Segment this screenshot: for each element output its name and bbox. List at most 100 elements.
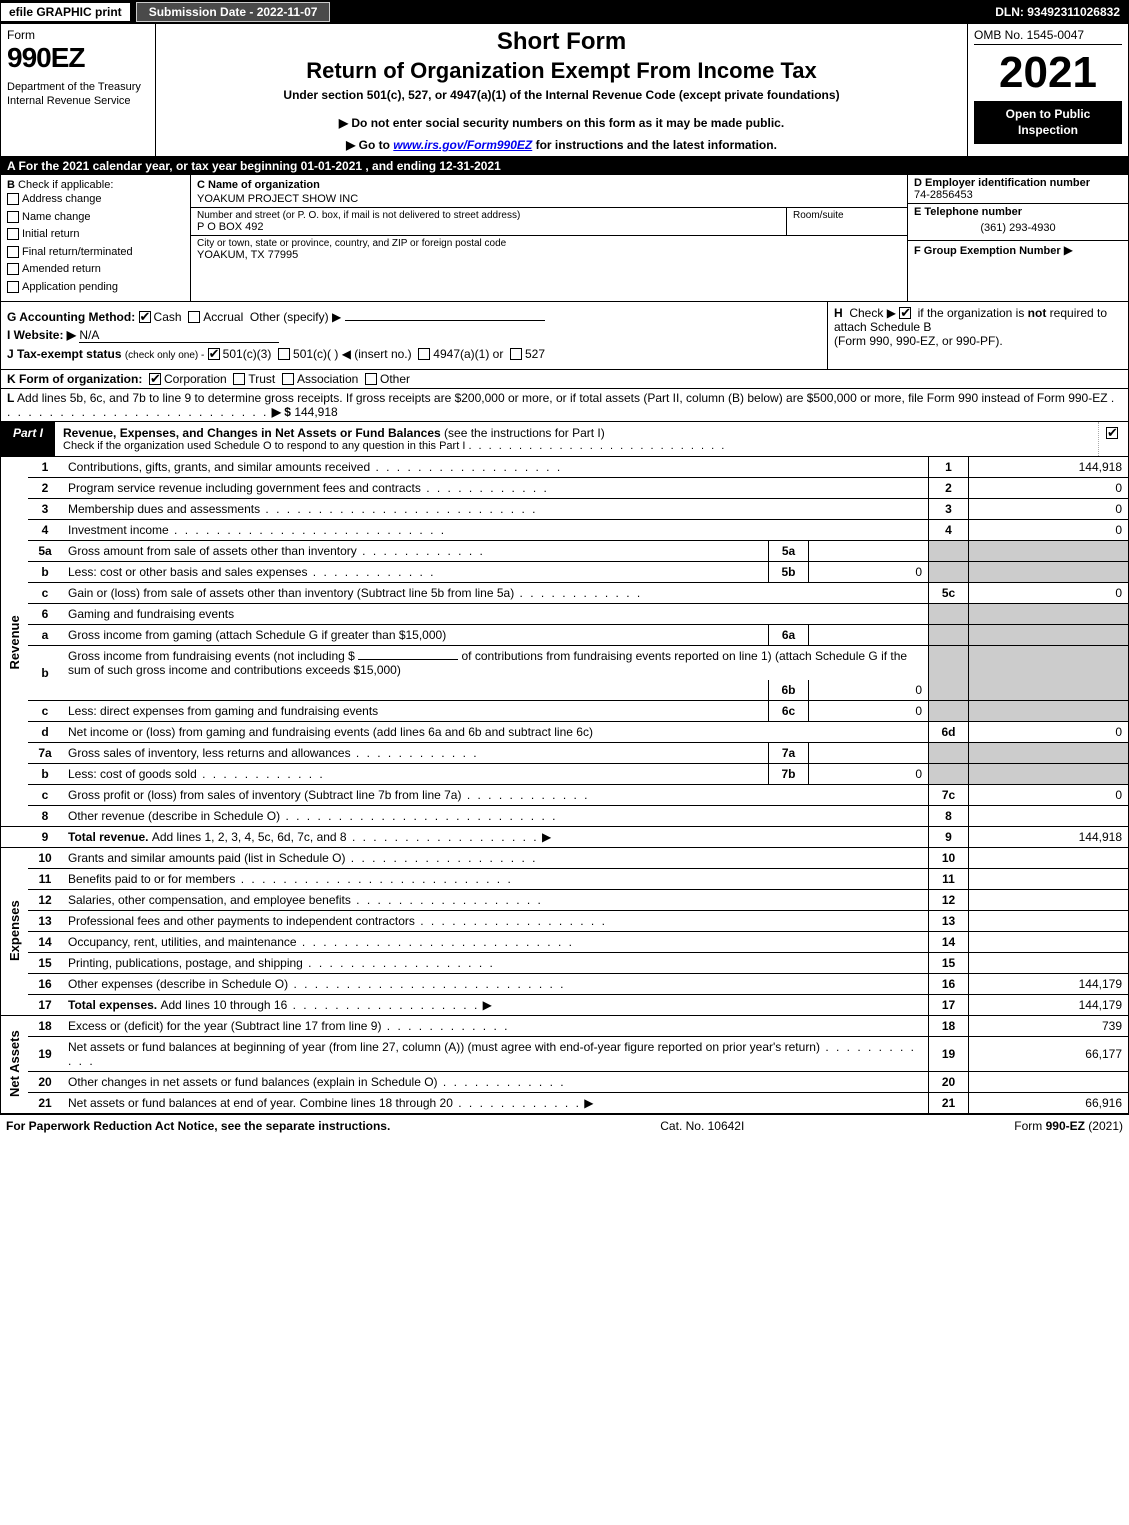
label-b: B	[7, 179, 15, 191]
checkbox-amended-return[interactable]: Amended return	[7, 261, 184, 279]
l-text: Add lines 5b, 6c, and 7b to line 9 to de…	[17, 391, 1108, 405]
expenses-side-label: Expenses	[1, 847, 29, 1015]
checkbox-schedule-b[interactable]	[899, 307, 911, 319]
checkbox-association[interactable]	[282, 373, 294, 385]
line-21-col: 21	[929, 1092, 969, 1113]
city-row: City or town, state or province, country…	[191, 236, 907, 263]
line-7a-col-shade	[929, 742, 969, 763]
checkbox-accrual[interactable]	[188, 311, 200, 323]
j-small: (check only one) -	[125, 350, 204, 361]
line-5b-row: b Less: cost or other basis and sales ex…	[1, 561, 1129, 582]
checkbox-trust[interactable]	[233, 373, 245, 385]
line-14-col: 14	[929, 931, 969, 952]
checkbox-corporation[interactable]	[149, 373, 161, 385]
part-1-tab: Part I	[1, 422, 55, 456]
line-10-row: Expenses 10 Grants and similar amounts p…	[1, 847, 1129, 868]
line-7c-desc: Gross profit or (loss) from sales of inv…	[62, 784, 929, 805]
checkbox-application-pending[interactable]: Application pending	[7, 279, 184, 297]
l-label: L	[7, 391, 14, 405]
checkbox-527[interactable]	[510, 348, 522, 360]
opt-4947: 4947(a)(1) or	[433, 347, 503, 361]
h-label: H	[834, 306, 843, 320]
main-title: Return of Organization Exempt From Incom…	[166, 58, 957, 84]
line-2-num: 2	[28, 477, 62, 498]
line-21-num: 21	[28, 1092, 62, 1113]
checkbox-other-org[interactable]	[365, 373, 377, 385]
line-2-amt: 0	[969, 477, 1129, 498]
line-11-amt	[969, 868, 1129, 889]
opt-trust: Trust	[248, 372, 275, 386]
line-3-num: 3	[28, 498, 62, 519]
line-2-desc: Program service revenue including govern…	[62, 477, 929, 498]
paperwork-notice: For Paperwork Reduction Act Notice, see …	[6, 1119, 390, 1133]
line-12-desc: Salaries, other compensation, and employ…	[62, 889, 929, 910]
line-6d-amt: 0	[969, 721, 1129, 742]
part-1-sub-text: Check if the organization used Schedule …	[63, 440, 465, 452]
line-18-row: Net Assets 18 Excess or (deficit) for th…	[1, 1015, 1129, 1036]
checkbox-name-change[interactable]: Name change	[7, 209, 184, 227]
line-5b-amt-shade	[969, 561, 1129, 582]
goto-instructions: ▶ Go to www.irs.gov/Form990EZ for instru…	[166, 138, 957, 152]
line-19-num: 19	[28, 1036, 62, 1071]
line-5c-amt: 0	[969, 582, 1129, 603]
part-1-checkbox[interactable]	[1098, 422, 1128, 456]
checkbox-501c[interactable]	[278, 348, 290, 360]
section-h: H Check ▶ if the organization is not req…	[828, 302, 1128, 369]
line-20-row: 20 Other changes in net assets or fund b…	[1, 1071, 1129, 1092]
line-15-col: 15	[929, 952, 969, 973]
group-exemption-label: F Group Exemption Number	[914, 245, 1061, 257]
checkbox-cash[interactable]	[139, 311, 151, 323]
line-1-amt: 144,918	[969, 457, 1129, 478]
row-a-tax-year: A For the 2021 calendar year, or tax yea…	[0, 157, 1129, 175]
ein-value: 74-2856453	[914, 189, 1122, 201]
h-text4: (Form 990, 990-EZ, or 990-PF).	[834, 334, 1003, 348]
line-6b-desc1: Gross income from fundraising events (no…	[62, 645, 929, 680]
line-13-row: 13 Professional fees and other payments …	[1, 910, 1129, 931]
part-1-header: Part I Revenue, Expenses, and Changes in…	[0, 422, 1129, 457]
section-i: I Website: ▶ N/A	[7, 328, 821, 343]
l-value: 144,918	[294, 405, 337, 419]
line-14-desc: Occupancy, rent, utilities, and maintena…	[62, 931, 929, 952]
line-7b-mval: 0	[809, 763, 929, 784]
h-not: not	[1028, 306, 1047, 320]
line-13-col: 13	[929, 910, 969, 931]
line-20-num: 20	[28, 1071, 62, 1092]
opt-name: Name change	[22, 211, 91, 223]
opt-527: 527	[525, 347, 545, 361]
line-11-col: 11	[929, 868, 969, 889]
opt-address: Address change	[22, 193, 102, 205]
part-1-table: Revenue 1 Contributions, gifts, grants, …	[0, 457, 1129, 1114]
line-19-row: 19 Net assets or fund balances at beginn…	[1, 1036, 1129, 1071]
label-c: C	[197, 179, 205, 191]
line-5a-desc: Gross amount from sale of assets other t…	[62, 540, 769, 561]
checkbox-4947[interactable]	[418, 348, 430, 360]
line-7b-amt-shade	[969, 763, 1129, 784]
line-6a-desc: Gross income from gaming (attach Schedul…	[62, 624, 769, 645]
irs-link[interactable]: www.irs.gov/Form990EZ	[393, 138, 532, 152]
checkbox-final-return[interactable]: Final return/terminated	[7, 244, 184, 262]
line-14-num: 14	[28, 931, 62, 952]
line-5c-desc: Gain or (loss) from sale of assets other…	[62, 582, 929, 603]
line-6c-mid: 6c	[769, 700, 809, 721]
section-c: C Name of organization YOAKUM PROJECT SH…	[191, 175, 908, 301]
checkbox-initial-return[interactable]: Initial return	[7, 226, 184, 244]
line-16-amt: 144,179	[969, 973, 1129, 994]
line-6d-row: d Net income or (loss) from gaming and f…	[1, 721, 1129, 742]
ein-label: D Employer identification number	[914, 177, 1122, 189]
opt-accrual: Accrual	[203, 310, 243, 324]
section-e: E Telephone number (361) 293-4930	[908, 204, 1128, 241]
line-6-row: 6 Gaming and fundraising events	[1, 603, 1129, 624]
line-2-col: 2	[929, 477, 969, 498]
street-label: Number and street (or P. O. box, if mail…	[197, 210, 780, 221]
line-8-desc: Other revenue (describe in Schedule O)	[62, 805, 929, 826]
line-6-amt-shade	[969, 603, 1129, 624]
header-left: Form 990EZ Department of the Treasury In…	[1, 24, 156, 156]
top-bar: efile GRAPHIC print Submission Date - 20…	[0, 0, 1129, 24]
line-10-col: 10	[929, 847, 969, 868]
line-7c-row: c Gross profit or (loss) from sales of i…	[1, 784, 1129, 805]
line-7b-num: b	[28, 763, 62, 784]
section-l: L Add lines 5b, 6c, and 7b to line 9 to …	[0, 389, 1129, 422]
checkbox-501c3[interactable]	[208, 348, 220, 360]
line-6d-desc: Net income or (loss) from gaming and fun…	[62, 721, 929, 742]
checkbox-address-change[interactable]: Address change	[7, 191, 184, 209]
